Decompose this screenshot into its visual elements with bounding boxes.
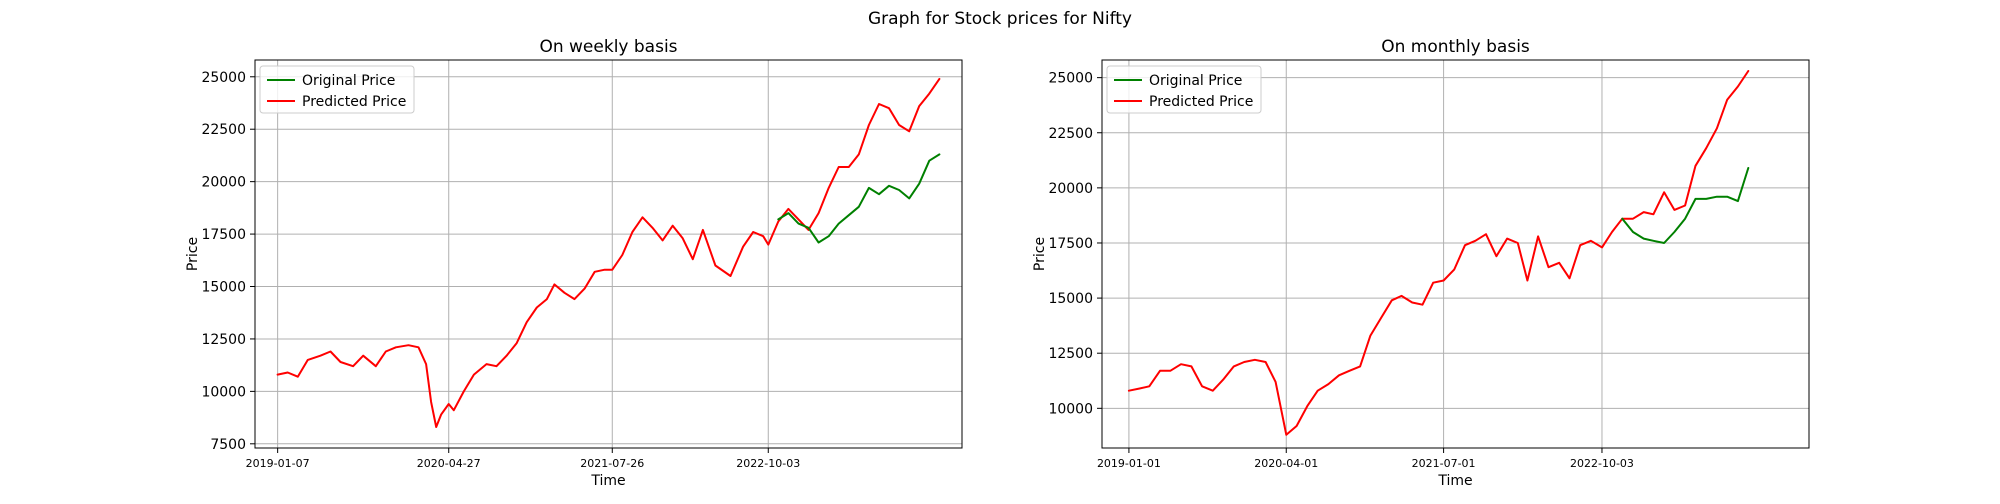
monthly-y-tick-label: 22500 bbox=[1048, 126, 1093, 142]
weekly-series-original-price bbox=[777, 153, 941, 244]
weekly-y-axis-label: Price bbox=[185, 237, 201, 271]
monthly-x-tick-label: 2019-01-01 bbox=[1097, 457, 1161, 470]
weekly-x-tick-label: 2022-10-03 bbox=[736, 457, 800, 470]
monthly-y-tick-label: 17500 bbox=[1048, 236, 1093, 252]
weekly-series-predicted-price bbox=[276, 77, 941, 428]
monthly-legend-label-predicted: Predicted Price bbox=[1149, 94, 1253, 110]
monthly-y-tick-label: 12500 bbox=[1048, 346, 1093, 362]
weekly-x-axis-label: Time bbox=[590, 473, 625, 489]
monthly-series-predicted-price bbox=[1127, 70, 1750, 436]
weekly-y-tick-label: 15000 bbox=[201, 280, 246, 296]
weekly-x-tick-label: 2020-04-27 bbox=[417, 457, 481, 470]
weekly-y-tick-label: 17500 bbox=[201, 227, 246, 243]
monthly-y-tick-label: 25000 bbox=[1048, 71, 1093, 87]
weekly-y-tick-label: 10000 bbox=[201, 384, 246, 400]
monthly-legend: Original Price Predicted Price bbox=[1106, 65, 1262, 114]
weekly-legend-box bbox=[259, 65, 415, 114]
weekly-y-tick-label: 7500 bbox=[210, 437, 246, 453]
weekly-x-tick-label: 2021-07-26 bbox=[580, 457, 644, 470]
monthly-y-axis-label: Price bbox=[1032, 237, 1048, 271]
monthly-axes-frame bbox=[1101, 59, 1810, 449]
monthly-x-tick-label: 2020-04-01 bbox=[1254, 457, 1318, 470]
weekly-y-tick-label: 12500 bbox=[201, 332, 246, 348]
monthly-y-tick-label: 15000 bbox=[1048, 291, 1093, 307]
weekly-chart-title: On weekly basis bbox=[539, 37, 677, 57]
monthly-x-tick-label: 2021-07-01 bbox=[1412, 457, 1476, 470]
monthly-legend-label-original: Original Price bbox=[1149, 73, 1242, 89]
monthly-x-axis-label: Time bbox=[1437, 473, 1472, 489]
monthly-chart-panel: 2019-01-01 2020-04-01 2021-07-01 2022-10-03… bbox=[1032, 37, 1810, 489]
monthly-y-tick-label: 20000 bbox=[1048, 181, 1093, 197]
figure-suptitle: Graph for Stock prices for Nifty bbox=[868, 9, 1132, 29]
weekly-legend: Original Price Predicted Price bbox=[259, 65, 415, 114]
weekly-legend-label-predicted: Predicted Price bbox=[302, 94, 406, 110]
weekly-chart-panel: 2019-01-07 2020-04-27 2021-07-26 2022-10-03… bbox=[185, 37, 963, 489]
weekly-x-tick-label: 2019-01-07 bbox=[246, 457, 310, 470]
monthly-chart-title: On monthly basis bbox=[1381, 37, 1530, 57]
weekly-y-tick-label: 25000 bbox=[201, 70, 246, 86]
weekly-y-tick-label: 20000 bbox=[201, 175, 246, 191]
monthly-y-tick-label: 10000 bbox=[1048, 401, 1093, 417]
weekly-y-tick-label: 22500 bbox=[201, 122, 246, 138]
monthly-series-original-price bbox=[1621, 167, 1750, 244]
monthly-legend-box bbox=[1106, 65, 1262, 114]
weekly-legend-label-original: Original Price bbox=[302, 73, 395, 89]
weekly-axes-frame bbox=[254, 59, 963, 449]
monthly-x-tick-label: 2022-10-03 bbox=[1570, 457, 1634, 470]
